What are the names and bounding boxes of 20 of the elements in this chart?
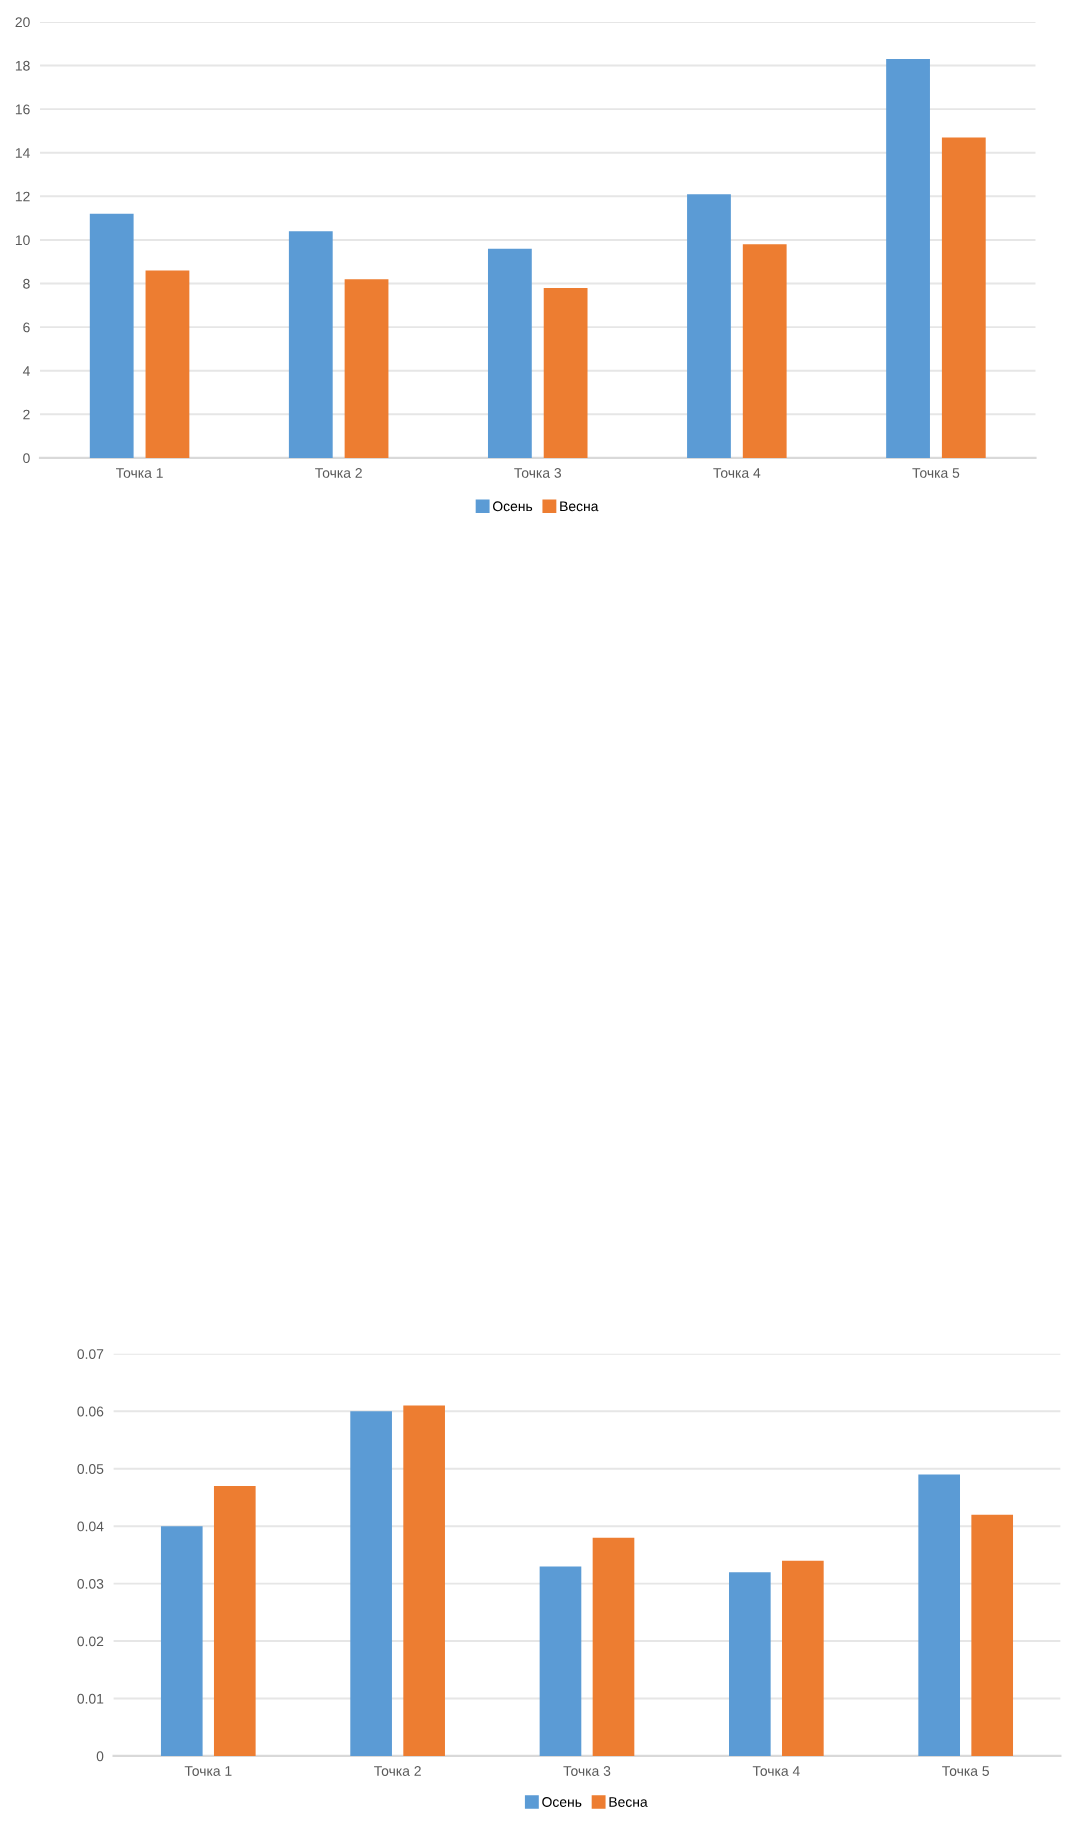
bar: [89, 213, 134, 458]
bar: [729, 1572, 771, 1756]
bar: [941, 137, 986, 458]
bar: [213, 1485, 256, 1756]
bar: [344, 279, 389, 458]
bar: [403, 1405, 445, 1756]
bar: [288, 231, 333, 458]
bar: [886, 58, 930, 458]
bar: [687, 194, 731, 458]
bar: [160, 1526, 203, 1756]
bar: [543, 287, 588, 458]
bar: [487, 248, 532, 458]
bar: [742, 244, 787, 458]
bar: [592, 1537, 635, 1756]
bar: [918, 1474, 960, 1756]
bar: [350, 1411, 392, 1756]
bar: [145, 270, 190, 458]
bar: [539, 1566, 582, 1756]
bar: [782, 1560, 824, 1756]
bar: [971, 1514, 1014, 1756]
